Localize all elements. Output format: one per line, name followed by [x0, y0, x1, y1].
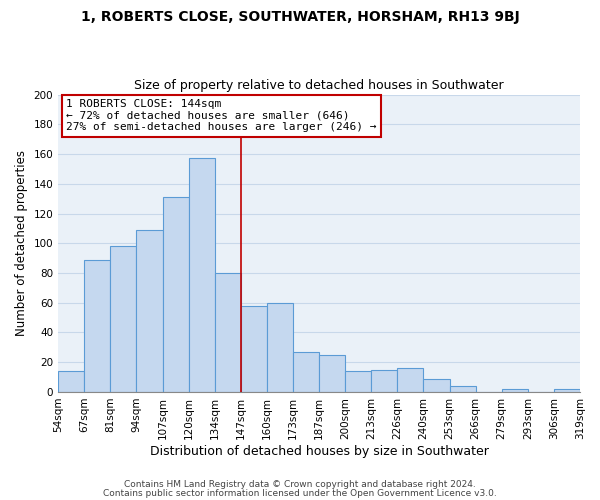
Bar: [267, 302, 293, 392]
Bar: [424, 378, 449, 392]
Y-axis label: Number of detached properties: Number of detached properties: [15, 150, 28, 336]
Bar: [397, 368, 424, 392]
Text: Contains public sector information licensed under the Open Government Licence v3: Contains public sector information licen…: [103, 488, 497, 498]
Bar: [319, 355, 345, 392]
X-axis label: Distribution of detached houses by size in Southwater: Distribution of detached houses by size …: [149, 444, 488, 458]
Bar: [449, 386, 476, 392]
Bar: [241, 306, 267, 392]
Bar: [136, 230, 163, 392]
Bar: [371, 370, 397, 392]
Title: Size of property relative to detached houses in Southwater: Size of property relative to detached ho…: [134, 79, 504, 92]
Bar: [58, 371, 84, 392]
Bar: [188, 158, 215, 392]
Text: 1, ROBERTS CLOSE, SOUTHWATER, HORSHAM, RH13 9BJ: 1, ROBERTS CLOSE, SOUTHWATER, HORSHAM, R…: [80, 10, 520, 24]
Bar: [110, 246, 136, 392]
Bar: [215, 273, 241, 392]
Bar: [84, 260, 110, 392]
Bar: [293, 352, 319, 392]
Bar: [554, 389, 580, 392]
Bar: [502, 389, 528, 392]
Bar: [345, 371, 371, 392]
Text: Contains HM Land Registry data © Crown copyright and database right 2024.: Contains HM Land Registry data © Crown c…: [124, 480, 476, 489]
Text: 1 ROBERTS CLOSE: 144sqm
← 72% of detached houses are smaller (646)
27% of semi-d: 1 ROBERTS CLOSE: 144sqm ← 72% of detache…: [66, 99, 376, 132]
Bar: [163, 197, 188, 392]
